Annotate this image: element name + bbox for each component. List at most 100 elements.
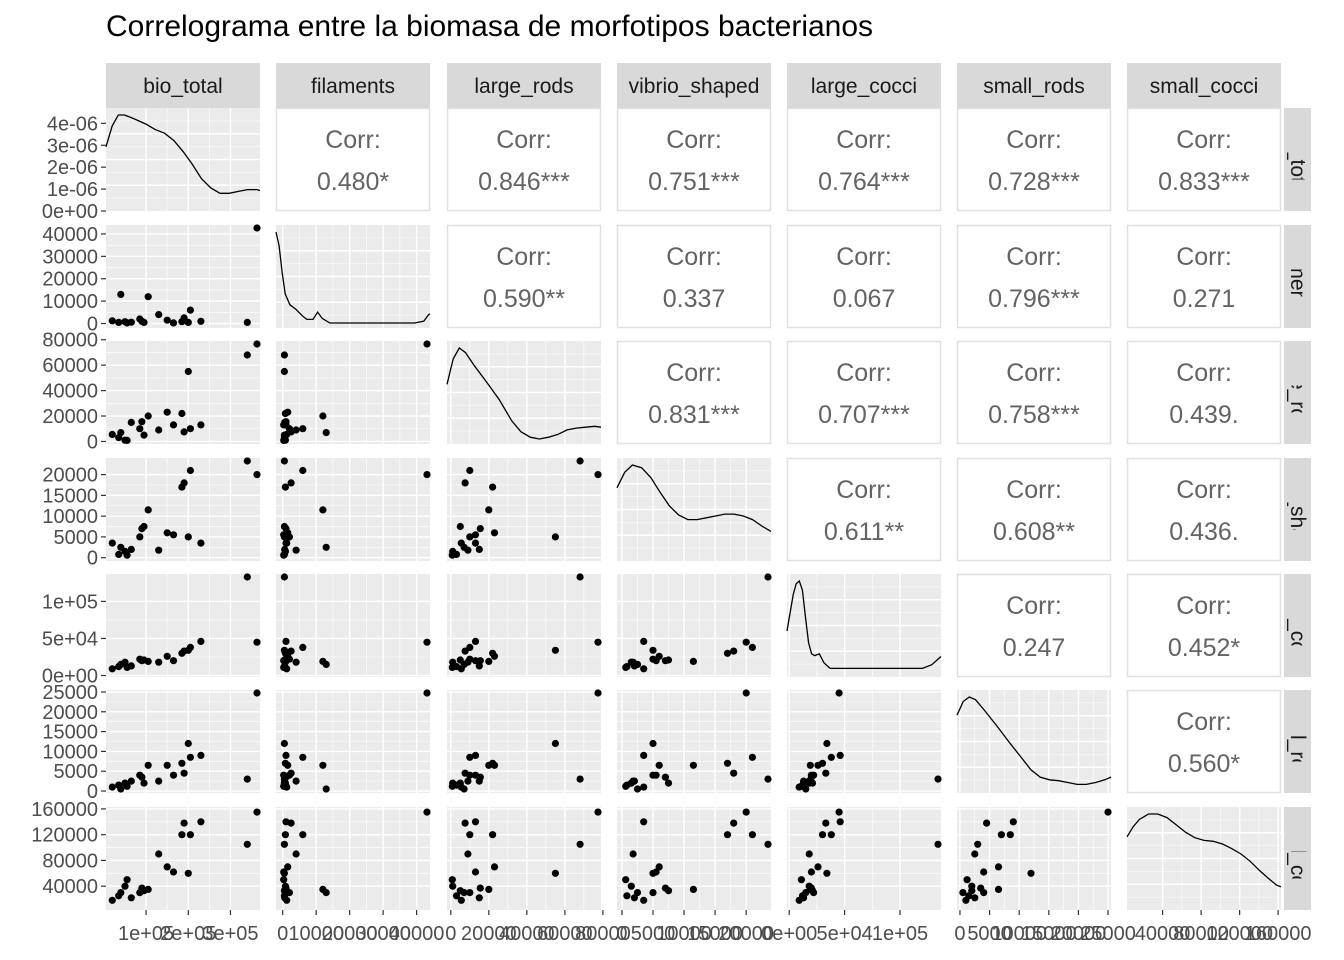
x-tick-label: 5000 <box>631 923 676 945</box>
data-point <box>319 412 327 420</box>
data-point <box>471 539 480 547</box>
data-point <box>123 436 131 444</box>
data-point <box>197 539 205 547</box>
corr-panel-frame <box>956 573 1112 678</box>
data-point <box>184 869 192 877</box>
data-point <box>461 479 469 487</box>
scatter-panel <box>957 807 1112 910</box>
corr-panel: Corr: 0.846*** <box>446 107 602 212</box>
data-point <box>456 887 464 895</box>
x-tick-label: 20000 <box>1051 923 1107 945</box>
data-point <box>475 894 483 902</box>
corr-value: 0.611** <box>824 518 904 546</box>
scatter-panel <box>276 689 431 793</box>
data-point <box>282 421 290 429</box>
data-point <box>184 533 192 541</box>
data-point <box>466 753 474 761</box>
strip-right-large_cocci: large_cocci <box>1284 574 1311 677</box>
data-point <box>281 894 289 902</box>
corr-label: Corr: <box>1006 243 1062 271</box>
data-point <box>186 425 194 433</box>
data-point <box>576 573 584 581</box>
corr-label: Corr: <box>496 126 552 154</box>
corr-value: 0.590** <box>483 285 565 313</box>
y-tick-label: 20000 <box>42 269 98 291</box>
x-tick-label: 2e+05 <box>160 923 216 945</box>
panel-background <box>106 225 260 328</box>
x-tick-label: 40000 <box>1135 923 1191 945</box>
strip-top-vibrio_shaped: vibrio_shaped <box>617 63 771 108</box>
data-point <box>423 689 431 697</box>
data-point <box>180 428 188 436</box>
strip-top-bg <box>447 63 601 108</box>
corr-panel-frame <box>956 340 1112 445</box>
scatter-panel <box>617 807 772 910</box>
data-point <box>594 471 602 479</box>
data-point <box>299 753 307 761</box>
data-point <box>489 831 497 839</box>
data-point <box>108 430 116 439</box>
corr-value: 0.846*** <box>478 168 570 196</box>
data-point <box>127 418 135 426</box>
data-point <box>169 771 178 779</box>
strip-top-bio_total: bio_total <box>106 63 260 108</box>
corr-value: 0.764*** <box>818 168 910 196</box>
data-point <box>243 775 251 783</box>
data-point <box>489 649 497 657</box>
x-tick-label: 20000 <box>718 923 774 945</box>
data-point <box>622 663 630 672</box>
data-point <box>633 889 642 897</box>
data-point <box>184 739 192 748</box>
data-point <box>464 777 472 785</box>
data-point <box>748 831 757 839</box>
strip-top-small_rods: small_rods <box>957 63 1111 108</box>
data-point <box>253 689 261 697</box>
corr-panel-frame <box>616 107 772 212</box>
corr-panel: Corr: 0.758*** <box>956 340 1112 445</box>
data-point <box>169 319 178 327</box>
data-point <box>121 882 129 890</box>
data-point <box>155 426 163 434</box>
strip-right-small_cocci: small_cocci <box>1284 807 1311 910</box>
x-tick-label: 15000 <box>1021 923 1077 945</box>
corr-panel: Corr: 0.436. <box>1126 457 1282 562</box>
data-point <box>180 479 188 487</box>
data-point <box>138 418 146 426</box>
data-point <box>822 819 830 827</box>
data-point <box>664 887 673 895</box>
data-point <box>123 876 131 884</box>
strip-right-small_rods: small_rods <box>1284 690 1311 793</box>
data-point <box>144 293 152 301</box>
data-point <box>551 646 560 654</box>
strip-top-small_cocci: small_cocci <box>1127 63 1281 108</box>
data-point <box>287 479 295 487</box>
data-point <box>299 831 307 839</box>
x-tick-label: 3e+05 <box>202 923 258 945</box>
data-point <box>163 316 171 324</box>
data-point <box>155 658 163 666</box>
corr-panel: Corr: 0.452* <box>1126 573 1282 678</box>
density-panel <box>616 458 772 561</box>
data-point <box>640 751 648 760</box>
data-point <box>287 647 295 655</box>
corr-panel: Corr: 0.611** <box>786 457 942 562</box>
y-tick-label: 1e+05 <box>42 591 98 613</box>
data-point <box>243 840 251 848</box>
panel-background <box>276 574 430 677</box>
x-tick-label: 20000 <box>322 923 378 945</box>
y-tick-label: 25000 <box>42 682 98 704</box>
data-point <box>108 539 116 547</box>
corr-panel: Corr: 0.480* <box>275 107 431 212</box>
corr-value: 0.452* <box>1168 634 1241 662</box>
y-tick-label: 5e+04 <box>42 628 98 650</box>
data-point <box>253 638 261 646</box>
data-point <box>730 769 738 777</box>
data-point <box>452 892 461 900</box>
y-tick-label: 10000 <box>42 291 98 313</box>
data-point <box>466 889 474 897</box>
data-point <box>287 769 295 777</box>
strip-right-filaments: filaments <box>1284 225 1311 328</box>
data-point <box>623 892 631 900</box>
corr-label: Corr: <box>1176 476 1232 504</box>
